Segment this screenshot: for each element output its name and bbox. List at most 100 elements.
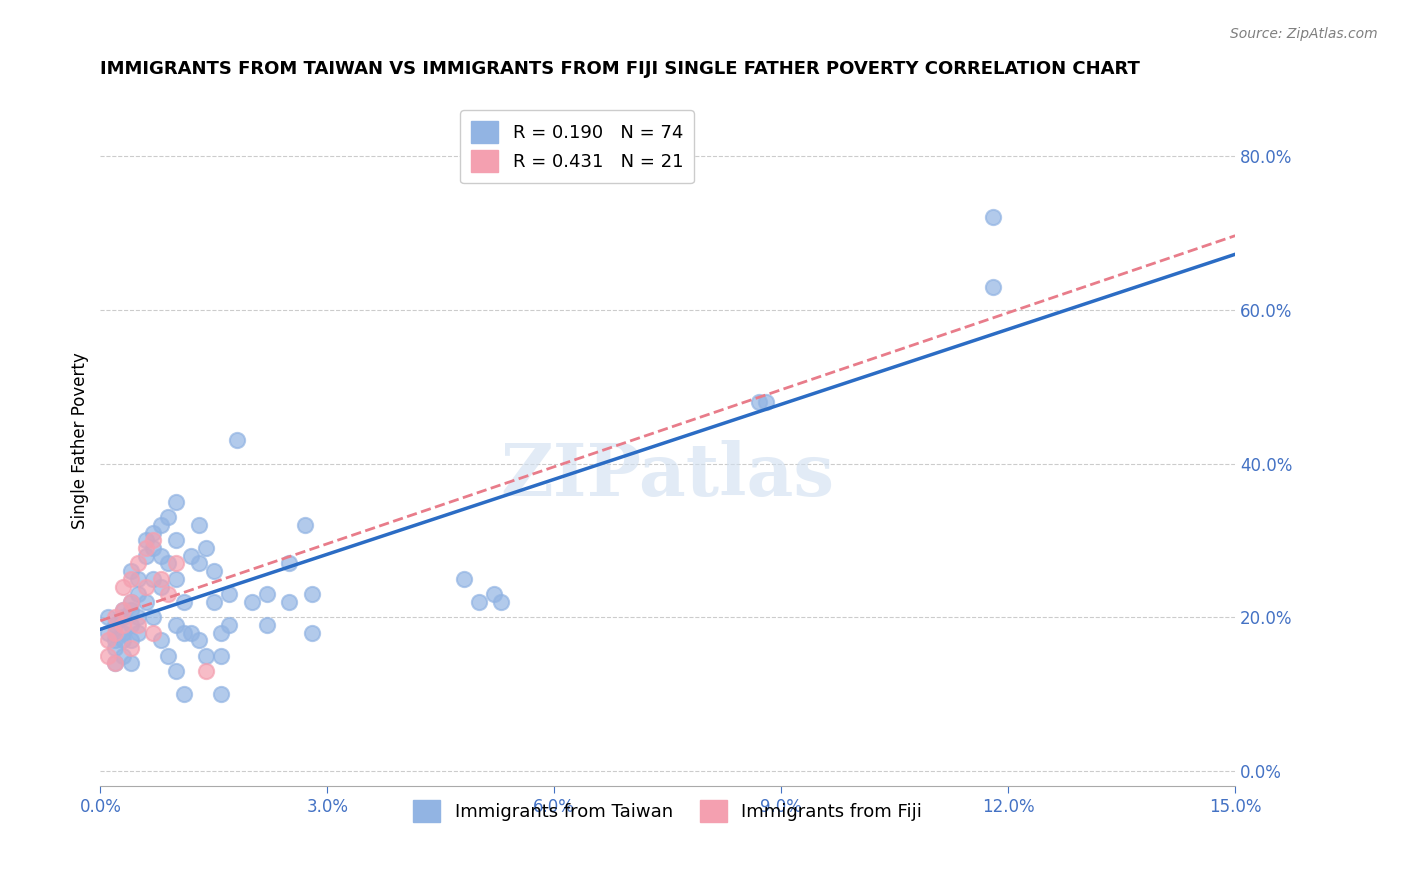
Point xyxy=(142,572,165,586)
Point xyxy=(149,633,172,648)
Point xyxy=(491,595,513,609)
Point xyxy=(165,557,187,571)
Point xyxy=(165,533,187,548)
Point xyxy=(165,618,187,632)
Point xyxy=(209,648,232,663)
Point xyxy=(195,541,218,555)
Point xyxy=(97,633,120,648)
Point xyxy=(256,587,278,601)
Point xyxy=(981,211,1004,225)
Point xyxy=(301,587,323,601)
Point xyxy=(120,633,142,648)
Point xyxy=(135,549,157,563)
Point xyxy=(142,610,165,624)
Point xyxy=(748,395,770,409)
Point xyxy=(240,595,263,609)
Point xyxy=(180,549,202,563)
Point xyxy=(467,595,489,609)
Point xyxy=(112,580,135,594)
Point xyxy=(142,525,165,540)
Point xyxy=(135,541,157,555)
Point xyxy=(173,595,195,609)
Point xyxy=(127,625,149,640)
Point xyxy=(112,618,135,632)
Point xyxy=(104,610,127,624)
Point xyxy=(135,580,157,594)
Point xyxy=(294,518,316,533)
Point xyxy=(482,587,505,601)
Point xyxy=(195,648,218,663)
Point xyxy=(142,625,165,640)
Point xyxy=(112,610,135,624)
Point xyxy=(135,533,157,548)
Point xyxy=(301,625,323,640)
Point xyxy=(120,618,142,632)
Point xyxy=(157,510,180,524)
Point xyxy=(142,533,165,548)
Point xyxy=(195,664,218,678)
Point xyxy=(112,625,135,640)
Point xyxy=(187,557,209,571)
Point xyxy=(142,541,165,555)
Point xyxy=(173,625,195,640)
Point xyxy=(97,648,120,663)
Point xyxy=(127,557,149,571)
Point xyxy=(149,580,172,594)
Point xyxy=(149,518,172,533)
Point xyxy=(278,595,301,609)
Point xyxy=(104,657,127,671)
Point xyxy=(112,602,135,616)
Point xyxy=(165,664,187,678)
Point xyxy=(149,572,172,586)
Point xyxy=(157,587,180,601)
Point xyxy=(225,434,247,448)
Point xyxy=(256,618,278,632)
Point xyxy=(112,602,135,616)
Point xyxy=(120,657,142,671)
Point xyxy=(120,641,142,656)
Point xyxy=(112,648,135,663)
Point xyxy=(104,618,127,632)
Point xyxy=(127,618,149,632)
Point xyxy=(97,610,120,624)
Point xyxy=(165,495,187,509)
Point xyxy=(120,595,142,609)
Point xyxy=(127,572,149,586)
Point xyxy=(97,625,120,640)
Point xyxy=(209,687,232,701)
Point xyxy=(135,595,157,609)
Text: Source: ZipAtlas.com: Source: ZipAtlas.com xyxy=(1230,27,1378,41)
Point xyxy=(180,625,202,640)
Point xyxy=(202,595,225,609)
Point xyxy=(202,564,225,578)
Point xyxy=(218,587,240,601)
Point xyxy=(278,557,301,571)
Point xyxy=(755,395,778,409)
Point xyxy=(120,564,142,578)
Point xyxy=(149,549,172,563)
Point xyxy=(120,595,142,609)
Point xyxy=(104,625,127,640)
Point xyxy=(120,602,142,616)
Point xyxy=(112,633,135,648)
Text: IMMIGRANTS FROM TAIWAN VS IMMIGRANTS FROM FIJI SINGLE FATHER POVERTY CORRELATION: IMMIGRANTS FROM TAIWAN VS IMMIGRANTS FRO… xyxy=(100,60,1140,78)
Point xyxy=(157,648,180,663)
Point xyxy=(104,657,127,671)
Point xyxy=(173,687,195,701)
Point xyxy=(104,641,127,656)
Point xyxy=(120,572,142,586)
Point xyxy=(104,633,127,648)
Point xyxy=(165,572,187,586)
Legend: Immigrants from Taiwan, Immigrants from Fiji: Immigrants from Taiwan, Immigrants from … xyxy=(402,789,934,833)
Point xyxy=(218,618,240,632)
Point xyxy=(127,610,149,624)
Point xyxy=(981,279,1004,293)
Text: ZIPatlas: ZIPatlas xyxy=(501,440,835,510)
Point xyxy=(453,572,475,586)
Y-axis label: Single Father Poverty: Single Father Poverty xyxy=(72,352,89,529)
Point xyxy=(187,633,209,648)
Point xyxy=(157,557,180,571)
Point xyxy=(209,625,232,640)
Point xyxy=(187,518,209,533)
Point xyxy=(127,587,149,601)
